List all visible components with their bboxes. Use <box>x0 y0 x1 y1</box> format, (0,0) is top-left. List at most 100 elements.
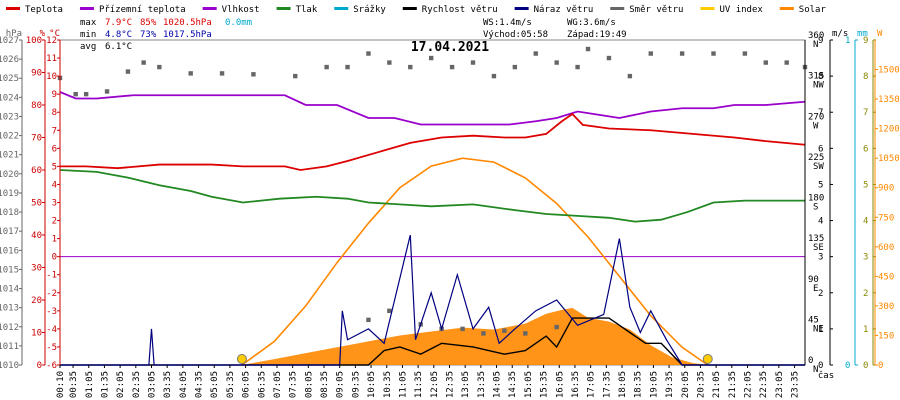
direction-tick-label: 90 <box>808 275 819 285</box>
direction-point <box>742 51 748 56</box>
direction-point <box>523 331 528 336</box>
x-tick-label: 09:35 <box>351 371 361 398</box>
pressure-tick-label: 1016 <box>0 246 19 256</box>
x-tick-label: 04:05 <box>179 371 189 398</box>
legend-label: UV index <box>719 5 763 15</box>
temperature-tick-label: -6 <box>46 361 57 371</box>
pressure-tick-label: 1013 <box>0 304 19 314</box>
legend-label: Náraz větru <box>534 5 594 15</box>
x-tick-label: 08:35 <box>320 371 330 398</box>
wind-tick-label: 3 <box>818 253 823 263</box>
direction-tick-label: 315 <box>808 72 824 82</box>
legend-swatch <box>79 7 94 10</box>
x-tick-label: 23:35 <box>791 371 801 398</box>
direction-point <box>784 60 789 65</box>
wind-tick-label: 9 <box>818 36 823 46</box>
temperature-tick-label: 1 <box>52 235 57 245</box>
solar-tick-label: 900 <box>878 184 894 194</box>
legend-label: Srážky <box>353 5 386 15</box>
humidity-tick-label: 40 <box>31 231 42 241</box>
rain-axis-unit: mm <box>857 29 868 39</box>
humidity-tick-label: 50 <box>31 199 42 209</box>
x-tick-label: 07:35 <box>289 371 299 398</box>
x-tick-label: 20:35 <box>696 371 706 398</box>
stats-rain: 0.0mm <box>225 18 252 28</box>
direction-point <box>606 55 612 61</box>
legend-label: Vlhkost <box>222 5 260 15</box>
temperature-tick-label: 2 <box>52 217 57 227</box>
pressure-tick-label: 1025 <box>0 74 19 84</box>
x-tick-label: 13:35 <box>477 371 487 398</box>
direction-point <box>104 89 110 94</box>
uv-marker <box>702 354 713 364</box>
direction-point <box>83 91 89 97</box>
legend-swatch <box>514 7 529 10</box>
direction-compass-label: S <box>813 203 818 213</box>
direction-point <box>460 326 465 332</box>
uv-marker <box>236 354 247 364</box>
direction-point <box>470 60 476 65</box>
legend-swatch <box>700 7 715 10</box>
solar-tick-label: 300 <box>878 302 894 312</box>
temperature-tick-label: -2 <box>46 289 57 299</box>
legend-label: Přízemní teplota <box>99 5 186 15</box>
x-tick-label: 01:35 <box>100 371 110 398</box>
x-tick-label: 10:05 <box>367 371 377 398</box>
x-tick-label: 03:35 <box>163 371 173 398</box>
legend-label: Tlak <box>296 5 318 15</box>
solar-tick-label: 750 <box>878 213 894 223</box>
wind-tick-label: 6 <box>818 144 823 154</box>
x-tick-label: 10:35 <box>383 371 393 398</box>
direction-compass-label: N <box>813 365 818 375</box>
x-axis-label: čas <box>818 370 834 381</box>
direction-point <box>345 64 350 70</box>
direction-point <box>512 64 518 70</box>
x-tick-label: 18:35 <box>634 371 644 398</box>
temperature-tick-label: 5 <box>52 162 57 172</box>
x-tick-label: 04:35 <box>195 371 205 398</box>
x-tick-label: 14:05 <box>493 371 503 398</box>
solar-tick-label: 450 <box>878 272 894 282</box>
direction-point <box>648 51 653 56</box>
direction-point <box>387 60 392 65</box>
direction-point <box>73 91 78 97</box>
x-tick-label: 16:05 <box>555 371 565 398</box>
direction-compass-label: E <box>813 284 818 294</box>
x-tick-label: 05:05 <box>210 371 220 398</box>
legend: Teplota Přízemní teplota Vlhkost Tlak Srážky… <box>6 5 826 15</box>
direction-point <box>366 51 371 56</box>
direction-point <box>763 60 768 65</box>
direction-point <box>554 324 559 330</box>
axes: hPa1010101110121013101410151016101710181… <box>0 29 900 398</box>
wind-tick-label: 4 <box>818 217 823 227</box>
stats-temp: 4.8°C <box>105 30 132 40</box>
wind-axis-unit: m/s <box>832 29 848 39</box>
stats-label: max <box>80 18 97 28</box>
x-tick-label: 02:05 <box>116 371 126 398</box>
direction-point <box>554 60 559 65</box>
legend-label: Směr větru <box>629 5 683 15</box>
rain-tick-label: 1 <box>845 36 850 46</box>
solar-theoretical-line <box>241 157 709 366</box>
direction-compass-label: NW <box>813 81 824 91</box>
direction-compass-label: N <box>813 40 818 50</box>
x-tick-label: 21:05 <box>712 371 722 398</box>
pressure-tick-label: 1011 <box>0 342 19 352</box>
direction-compass-label: SE <box>813 243 824 253</box>
direction-tick-label: 0 <box>808 356 813 366</box>
stats-humidity: 73% <box>140 30 157 40</box>
plot-area <box>57 39 808 366</box>
uv-tick-label: 1 <box>863 325 868 335</box>
humidity-tick-label: 70 <box>31 134 42 144</box>
humidity-tick-label: 10 <box>31 329 42 339</box>
direction-point <box>711 51 716 56</box>
x-tick-label: 07:05 <box>273 371 283 398</box>
solar-tick-label: 1500 <box>878 66 900 76</box>
humidity-tick-label: 20 <box>31 296 42 306</box>
x-tick-label: 19:35 <box>665 371 675 398</box>
temperature-tick-label: 3 <box>52 199 57 209</box>
temperature-tick-label: 9 <box>52 90 57 100</box>
pressure-tick-label: 1018 <box>0 208 19 218</box>
direction-point <box>408 64 413 70</box>
direction-point <box>449 64 455 70</box>
